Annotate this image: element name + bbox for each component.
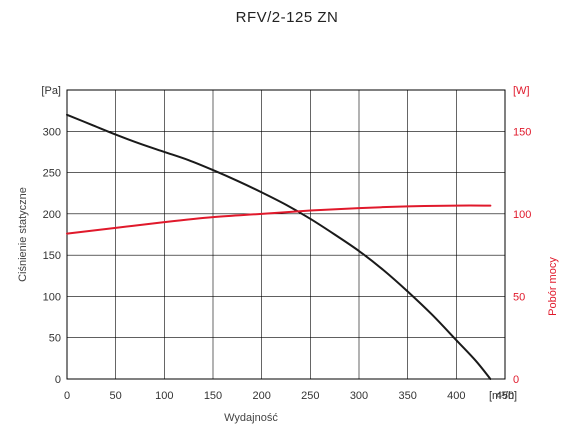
x-tick-label: 350 — [398, 390, 416, 402]
x-axis-unit: [m³/h] — [489, 390, 517, 402]
x-tick-label: 50 — [110, 390, 122, 402]
y-axis-ticks: 0 50 100 150 200 250 300 — [43, 126, 61, 386]
power-series-line — [66, 204, 492, 235]
y-axis-label: Ciśnienie statyczne — [17, 187, 29, 282]
y-tick-label: 100 — [43, 291, 61, 303]
x-axis-label: Wydajność — [224, 412, 278, 424]
y-tick-label: 250 — [43, 168, 61, 180]
x-tick-label: 150 — [204, 390, 222, 402]
x-tick-label: 450 — [496, 390, 514, 402]
y2-axis-label: Pobór mocy — [547, 257, 559, 316]
chart-title: RFV/2-125 ZN — [236, 9, 339, 26]
y-tick-label: 50 — [49, 333, 61, 345]
series — [66, 113, 492, 380]
y2-axis-ticks: 0 50 100 150 — [513, 126, 531, 386]
y-tick-label: 0 — [55, 374, 61, 386]
pressure-series-line — [66, 113, 492, 380]
y2-tick-label: 100 — [513, 209, 531, 221]
y2-axis-unit: [W] — [513, 85, 530, 97]
y2-tick-label: 0 — [513, 374, 519, 386]
x-tick-label: 300 — [350, 390, 368, 402]
y2-tick-label: 50 — [513, 291, 525, 303]
y-tick-label: 300 — [43, 126, 61, 138]
x-tick-label: 250 — [301, 390, 319, 402]
x-tick-label: 0 — [64, 390, 70, 402]
x-tick-label: 200 — [252, 390, 270, 402]
x-tick-label: 400 — [447, 390, 465, 402]
y-tick-label: 200 — [43, 209, 61, 221]
y2-tick-label: 150 — [513, 126, 531, 138]
plot-frame — [66, 89, 506, 380]
y-tick-label: 150 — [43, 250, 61, 262]
grid — [66, 89, 506, 380]
x-tick-label: 100 — [155, 390, 173, 402]
x-axis-ticks: 0 50 100 150 200 250 300 350 400 450 — [64, 390, 514, 402]
y-axis-unit: [Pa] — [41, 85, 61, 97]
